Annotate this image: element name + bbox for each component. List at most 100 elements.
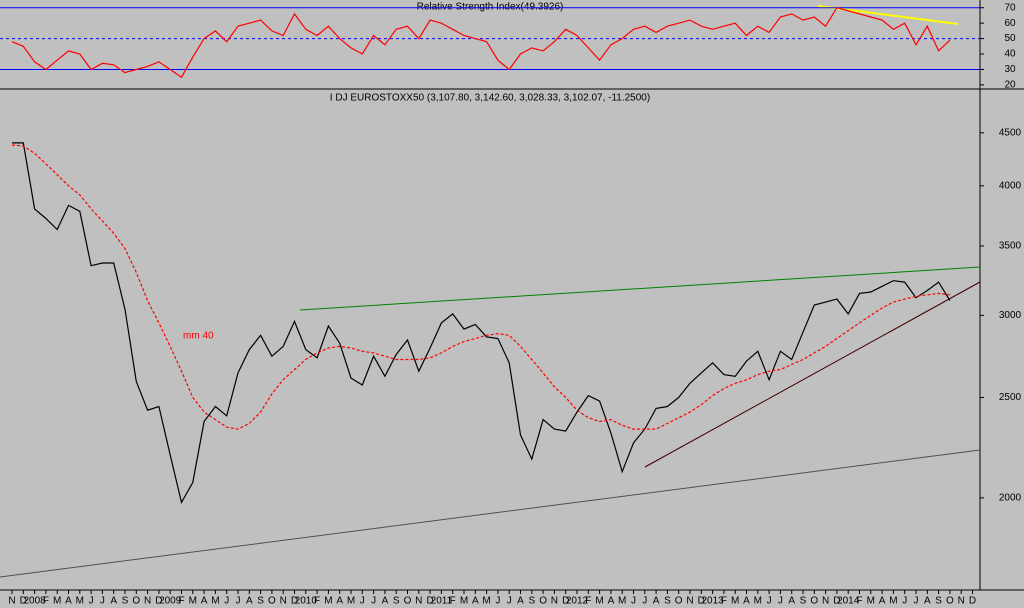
x-tick-label: M bbox=[731, 596, 739, 607]
series-line bbox=[12, 142, 951, 505]
x-tick-label: N bbox=[8, 596, 15, 607]
x-tick-label: J bbox=[89, 596, 94, 607]
x-tick-label: S bbox=[122, 596, 129, 607]
x-tick-label: D bbox=[426, 596, 433, 607]
y-tick-label: 50 bbox=[1004, 33, 1016, 44]
x-tick-label: A bbox=[924, 596, 931, 607]
x-tick-label: J bbox=[236, 596, 241, 607]
x-tick-label: J bbox=[631, 596, 636, 607]
x-tick-label: J bbox=[371, 596, 376, 607]
x-tick-label: A bbox=[201, 596, 208, 607]
x-tick-label: 2014 bbox=[837, 596, 860, 607]
x-tick-label: A bbox=[65, 596, 72, 607]
x-tick-label: S bbox=[528, 596, 535, 607]
y-tick-label: 2500 bbox=[999, 392, 1022, 403]
x-tick-label: F bbox=[178, 596, 184, 607]
x-tick-label: J bbox=[224, 596, 229, 607]
x-tick-label: S bbox=[393, 596, 400, 607]
x-tick-label: S bbox=[935, 596, 942, 607]
x-tick-label: O bbox=[268, 596, 276, 607]
x-tick-label: S bbox=[664, 596, 671, 607]
series-line bbox=[11, 7, 951, 79]
x-tick-label: A bbox=[246, 596, 253, 607]
trend-line bbox=[644, 281, 981, 468]
x-tick-label: S bbox=[257, 596, 264, 607]
y-tick-label: 20 bbox=[1004, 80, 1016, 91]
rsi-title: Relative Strength Index(49.3926) bbox=[417, 2, 564, 13]
x-tick-label: A bbox=[788, 596, 795, 607]
x-tick-label: F bbox=[721, 596, 727, 607]
x-tick-label: F bbox=[450, 596, 456, 607]
x-tick-label: J bbox=[767, 596, 772, 607]
x-tick-label: D bbox=[155, 596, 162, 607]
x-tick-label: N bbox=[958, 596, 965, 607]
x-tick-label: D bbox=[291, 596, 298, 607]
x-tick-label: D bbox=[969, 596, 976, 607]
x-tick-label: 2013 bbox=[701, 596, 724, 607]
y-tick-label: 2000 bbox=[999, 493, 1022, 504]
x-tick-label: J bbox=[914, 596, 919, 607]
x-tick-label: N bbox=[144, 596, 151, 607]
x-tick-label: J bbox=[902, 596, 907, 607]
x-tick-label: A bbox=[382, 596, 389, 607]
x-tick-label: M bbox=[460, 596, 468, 607]
y-tick-label: 40 bbox=[1004, 49, 1016, 60]
x-tick-label: F bbox=[43, 596, 49, 607]
trend-line bbox=[299, 266, 981, 311]
x-tick-label: A bbox=[336, 596, 343, 607]
x-tick-label: N bbox=[822, 596, 829, 607]
x-tick-label: A bbox=[472, 596, 479, 607]
y-tick-label: 4500 bbox=[999, 127, 1022, 138]
x-tick-label: M bbox=[76, 596, 84, 607]
x-tick-label: N bbox=[280, 596, 287, 607]
x-tick-label: M bbox=[618, 596, 626, 607]
x-tick-label: D bbox=[20, 596, 27, 607]
x-tick-label: J bbox=[778, 596, 783, 607]
moving-average bbox=[11, 144, 950, 430]
x-tick-label: A bbox=[743, 596, 750, 607]
x-tick-label: F bbox=[856, 596, 862, 607]
x-tick-label: M bbox=[889, 596, 897, 607]
x-tick-label: M bbox=[211, 596, 219, 607]
y-tick-label: 3500 bbox=[999, 241, 1022, 252]
x-tick-label: O bbox=[675, 596, 683, 607]
x-tick-label: A bbox=[608, 596, 615, 607]
x-tick-label: D bbox=[698, 596, 705, 607]
trend-line bbox=[0, 449, 981, 578]
x-tick-label: O bbox=[946, 596, 954, 607]
x-tick-label: J bbox=[100, 596, 105, 607]
x-tick-label: J bbox=[507, 596, 512, 607]
y-tick-label: 70 bbox=[1004, 2, 1016, 13]
y-tick-label: 4000 bbox=[999, 180, 1022, 191]
y-tick-label: 60 bbox=[1004, 18, 1016, 29]
annotation: mm 40 bbox=[183, 331, 214, 342]
x-tick-label: O bbox=[132, 596, 140, 607]
x-tick-label: J bbox=[495, 596, 500, 607]
x-tick-label: O bbox=[810, 596, 818, 607]
y-tick-label: 30 bbox=[1004, 64, 1016, 75]
x-tick-label: M bbox=[867, 596, 875, 607]
x-tick-label: A bbox=[653, 596, 660, 607]
x-tick-label: 2008 bbox=[23, 596, 46, 607]
x-tick-label: D bbox=[833, 596, 840, 607]
price-title: I DJ EUROSTOXX50 (3,107.80, 3,142.60, 3,… bbox=[330, 93, 650, 104]
x-tick-label: 2009 bbox=[159, 596, 182, 607]
x-tick-label: F bbox=[314, 596, 320, 607]
x-tick-label: 2012 bbox=[566, 596, 589, 607]
x-tick-label: M bbox=[347, 596, 355, 607]
x-tick-label: 2010 bbox=[295, 596, 318, 607]
x-tick-label: N bbox=[686, 596, 693, 607]
x-tick-label: D bbox=[562, 596, 569, 607]
x-tick-label: N bbox=[551, 596, 558, 607]
x-tick-label: F bbox=[585, 596, 591, 607]
x-tick-label: S bbox=[800, 596, 807, 607]
x-tick-label: A bbox=[110, 596, 117, 607]
x-tick-label: M bbox=[754, 596, 762, 607]
x-tick-label: 2011 bbox=[431, 596, 453, 607]
x-tick-label: A bbox=[879, 596, 886, 607]
x-tick-label: M bbox=[595, 596, 603, 607]
y-tick-label: 3000 bbox=[999, 310, 1022, 321]
